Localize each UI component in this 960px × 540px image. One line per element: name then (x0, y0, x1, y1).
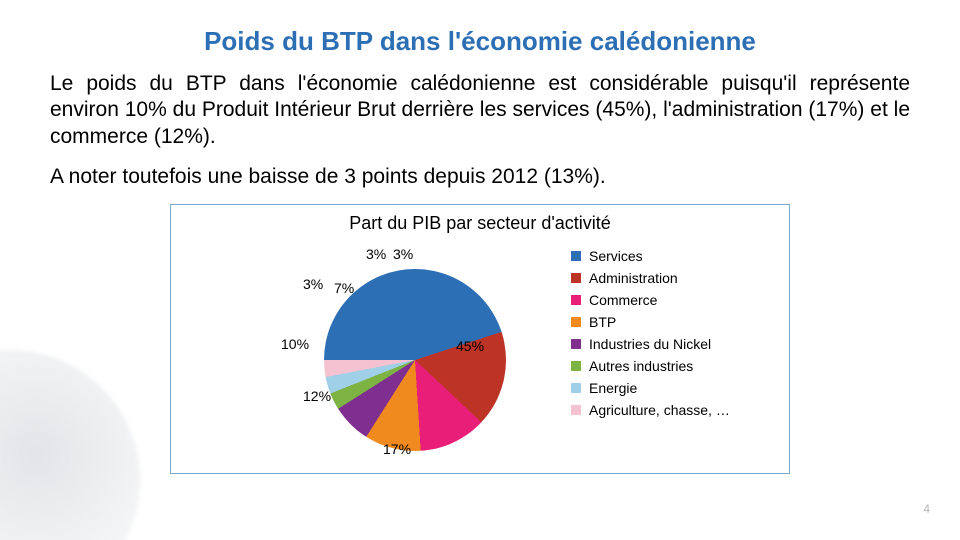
legend-swatch (571, 295, 581, 305)
legend-swatch (571, 273, 581, 283)
legend-swatch (571, 383, 581, 393)
legend-item: Agriculture, chasse, … (571, 402, 730, 418)
legend-label: Agriculture, chasse, … (589, 402, 730, 418)
legend-swatch (571, 339, 581, 349)
legend-item: Energie (571, 380, 730, 396)
paragraph-2: A noter toutefois une baisse de 3 points… (50, 164, 910, 190)
pie-label-services: 45% (456, 338, 484, 354)
pie-label-energie: 3% (366, 246, 386, 262)
pie-label-btp: 10% (281, 336, 309, 352)
legend-item: Autres industries (571, 358, 730, 374)
chart-area: Services Administration Commerce BTP Industr… (171, 234, 789, 470)
legend-swatch (571, 251, 581, 261)
pie-label-administration: 17% (383, 441, 411, 457)
legend-swatch (571, 405, 581, 415)
pie-label-agriculture-chasse-: 3% (393, 246, 413, 262)
legend-swatch (571, 361, 581, 371)
chart-container: Part du PIB par secteur d'activité Servi… (170, 204, 790, 474)
legend-label: Services (589, 248, 643, 264)
legend-label: Administration (589, 270, 678, 286)
slide-title: Poids du BTP dans l'économie calédonienn… (50, 26, 910, 57)
legend-item: Industries du Nickel (571, 336, 730, 352)
legend-label: Commerce (589, 292, 657, 308)
chart-title: Part du PIB par secteur d'activité (171, 205, 789, 234)
page-number: 4 (923, 502, 930, 516)
legend-item: BTP (571, 314, 730, 330)
legend-label: BTP (589, 314, 616, 330)
background-gradient-decor (0, 350, 140, 540)
legend-label: Industries du Nickel (589, 336, 711, 352)
pie-label-commerce: 12% (303, 388, 331, 404)
legend-label: Energie (589, 380, 637, 396)
paragraph-1: Le poids du BTP dans l'économie calédoni… (50, 71, 910, 150)
legend: Services Administration Commerce BTP Industr… (571, 248, 730, 424)
legend-item: Administration (571, 270, 730, 286)
pie-label-autres-industries: 3% (303, 276, 323, 292)
slide: Poids du BTP dans l'économie calédonienn… (0, 0, 960, 540)
legend-label: Autres industries (589, 358, 693, 374)
pie-chart (324, 269, 506, 451)
legend-swatch (571, 317, 581, 327)
legend-item: Commerce (571, 292, 730, 308)
pie-graphic (324, 269, 506, 451)
pie-label-industries-du-nickel: 7% (334, 280, 354, 296)
legend-item: Services (571, 248, 730, 264)
